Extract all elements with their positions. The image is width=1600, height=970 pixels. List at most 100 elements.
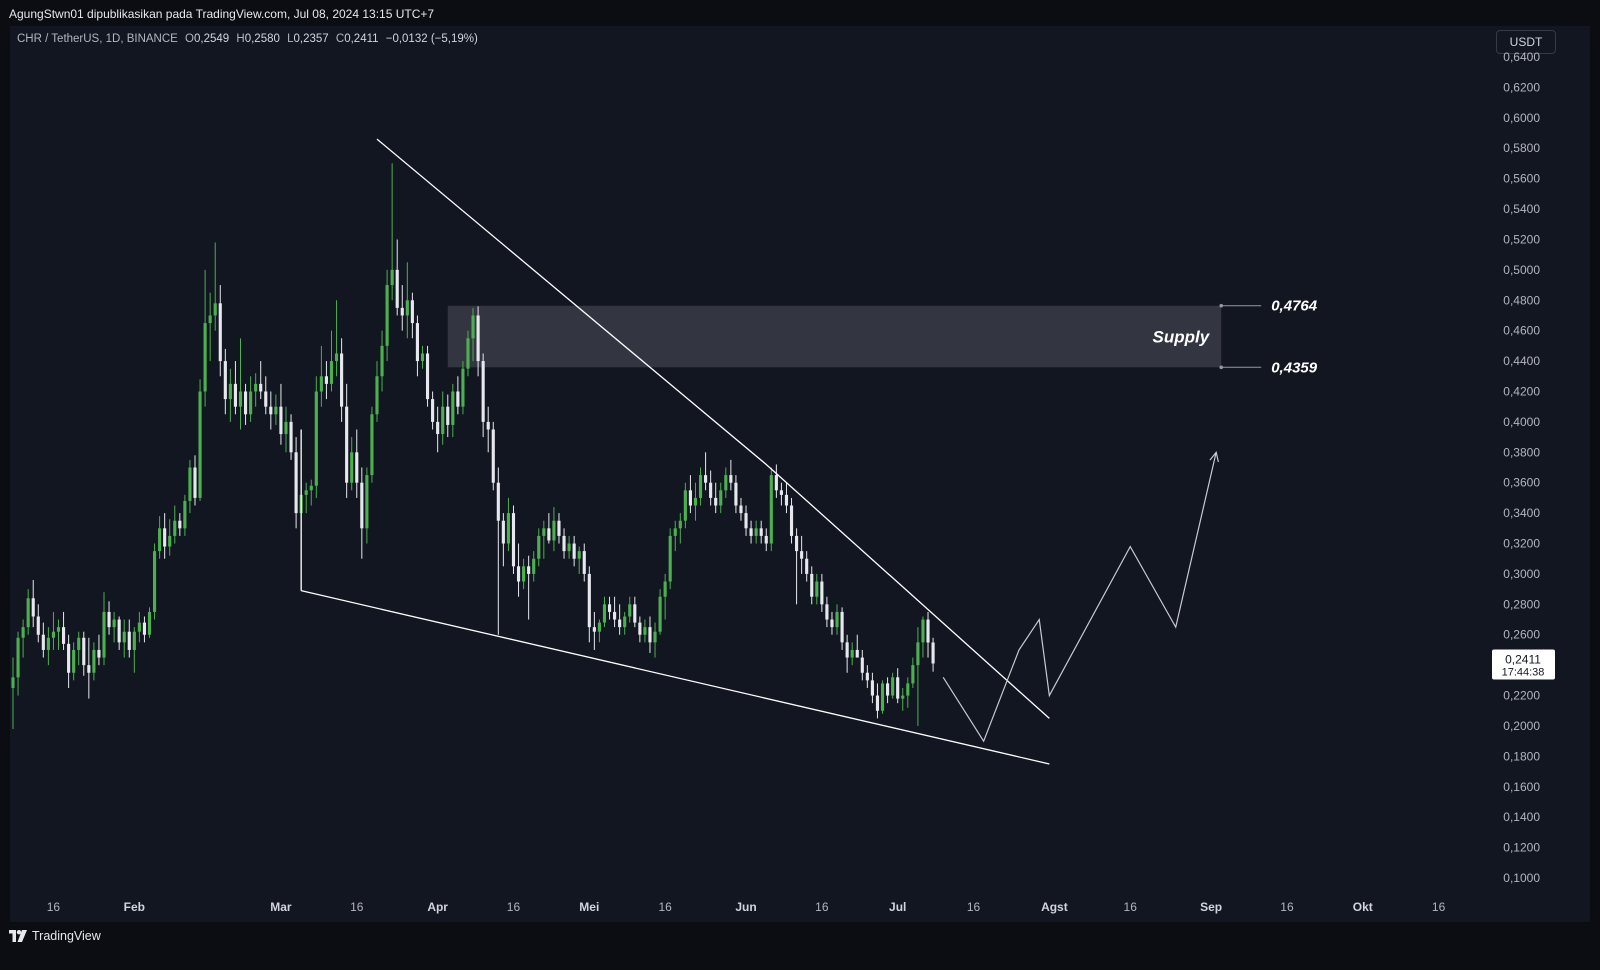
candle-body[interactable] xyxy=(496,482,500,521)
candle-body[interactable] xyxy=(739,505,743,514)
candle-body[interactable] xyxy=(896,677,900,699)
candle-body[interactable] xyxy=(451,391,455,425)
candle-body[interactable] xyxy=(365,475,369,529)
candle-body[interactable] xyxy=(724,475,728,491)
candle-body[interactable] xyxy=(441,406,445,435)
candle-body[interactable] xyxy=(653,631,657,643)
candle-body[interactable] xyxy=(607,604,612,612)
candle-body[interactable] xyxy=(522,566,526,582)
candle-body[interactable] xyxy=(734,482,738,506)
candle-body[interactable] xyxy=(719,490,723,506)
candle-body[interactable] xyxy=(233,383,238,407)
candle-body[interactable] xyxy=(319,376,323,392)
candle-body[interactable] xyxy=(729,475,733,483)
candle-body[interactable] xyxy=(279,406,283,435)
candle-body[interactable] xyxy=(658,596,662,632)
candle-body[interactable] xyxy=(329,361,334,384)
candle-body[interactable] xyxy=(789,505,794,536)
candle-body[interactable] xyxy=(688,490,692,506)
candle-body[interactable] xyxy=(906,683,910,696)
candle-body[interactable] xyxy=(542,528,546,536)
candle-body[interactable] xyxy=(476,315,480,362)
candle-body[interactable] xyxy=(340,353,344,407)
candle-body[interactable] xyxy=(127,631,131,650)
candle-body[interactable] xyxy=(835,611,839,628)
candle-body[interactable] xyxy=(16,637,20,678)
candle-body[interactable] xyxy=(223,361,227,400)
candle-body[interactable] xyxy=(158,528,162,552)
candle-body[interactable] xyxy=(532,558,536,574)
candle-body[interactable] xyxy=(547,528,551,541)
candle-body[interactable] xyxy=(26,598,30,628)
candle-body[interactable] xyxy=(193,467,197,498)
candle-body[interactable] xyxy=(254,383,258,392)
candle-body[interactable] xyxy=(501,520,505,544)
candle-body[interactable] xyxy=(471,315,475,339)
candle-body[interactable] xyxy=(668,535,672,582)
candle-body[interactable] xyxy=(405,300,409,316)
candle-body[interactable] xyxy=(820,581,824,605)
candle-body[interactable] xyxy=(613,611,617,620)
candle-body[interactable] xyxy=(36,616,40,635)
tradingview-logo[interactable]: TradingView xyxy=(9,929,101,943)
candle-body[interactable] xyxy=(360,482,364,529)
candle-body[interactable] xyxy=(122,631,126,643)
candle-body[interactable] xyxy=(572,543,576,559)
candle-body[interactable] xyxy=(375,376,379,415)
projection-path[interactable] xyxy=(942,452,1217,743)
candle-body[interactable] xyxy=(309,485,313,491)
candle-body[interactable] xyxy=(334,353,339,362)
candle-body[interactable] xyxy=(901,695,905,699)
candle-body[interactable] xyxy=(77,637,81,650)
candle-body[interactable] xyxy=(845,642,849,658)
candle-body[interactable] xyxy=(683,490,687,521)
candle-body[interactable] xyxy=(203,323,207,392)
candle-body[interactable] xyxy=(875,695,880,711)
candle-body[interactable] xyxy=(274,406,278,415)
candle-body[interactable] xyxy=(163,528,167,547)
candle-body[interactable] xyxy=(769,475,773,544)
candle-body[interactable] xyxy=(456,391,460,407)
candle-body[interactable] xyxy=(264,391,268,407)
candle-body[interactable] xyxy=(137,622,141,632)
candle-body[interactable] xyxy=(557,520,561,536)
candle-body[interactable] xyxy=(486,421,490,430)
candle-body[interactable] xyxy=(142,622,147,635)
candle-body[interactable] xyxy=(754,528,758,536)
candle-body[interactable] xyxy=(238,391,243,407)
candle-body[interactable] xyxy=(815,581,819,597)
candle-body[interactable] xyxy=(395,269,399,308)
candle-body[interactable] xyxy=(56,627,61,632)
candle-body[interactable] xyxy=(11,677,15,688)
supply-price-handle[interactable] xyxy=(1219,303,1224,308)
candle-body[interactable] xyxy=(436,421,440,435)
candle-body[interactable] xyxy=(926,619,930,643)
supply-zone[interactable] xyxy=(447,305,1222,368)
candle-body[interactable] xyxy=(415,323,419,362)
candle-body[interactable] xyxy=(97,649,101,658)
candle-body[interactable] xyxy=(648,627,652,643)
candle-body[interactable] xyxy=(259,383,263,392)
candle-body[interactable] xyxy=(865,672,869,681)
candle-body[interactable] xyxy=(41,634,45,650)
candle-body[interactable] xyxy=(82,637,86,666)
candle-body[interactable] xyxy=(51,631,56,638)
trendline-lower[interactable] xyxy=(301,590,1050,765)
candle-body[interactable] xyxy=(673,528,677,536)
candle-body[interactable] xyxy=(850,649,854,658)
candle-body[interactable] xyxy=(410,300,414,324)
candle-body[interactable] xyxy=(511,513,516,567)
candle-body[interactable] xyxy=(21,627,25,638)
candle-body[interactable] xyxy=(152,551,157,612)
candle-body[interactable] xyxy=(324,376,328,384)
candle-body[interactable] xyxy=(886,683,890,696)
candle-body[interactable] xyxy=(425,353,430,400)
candle-body[interactable] xyxy=(916,642,920,666)
candle-body[interactable] xyxy=(67,643,71,673)
candle-body[interactable] xyxy=(567,543,571,552)
candle-body[interactable] xyxy=(527,566,531,574)
candle-body[interactable] xyxy=(800,551,804,559)
candle-body[interactable] xyxy=(537,535,541,559)
candle-body[interactable] xyxy=(855,649,859,658)
